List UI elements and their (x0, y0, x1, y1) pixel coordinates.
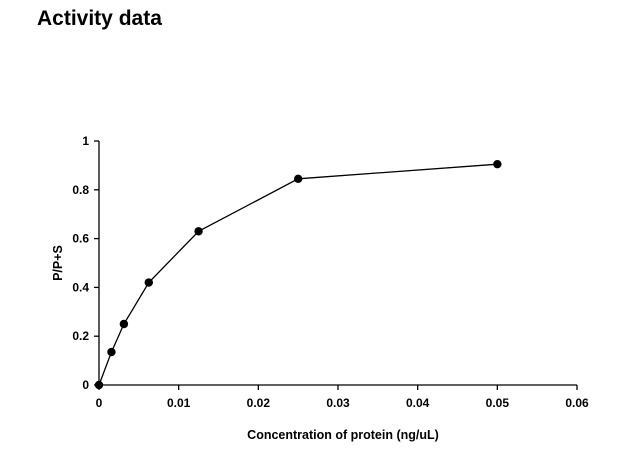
y-tick-label: 0 (82, 378, 89, 392)
x-tick-label: 0.05 (486, 396, 510, 410)
data-point (119, 319, 129, 329)
x-tick-label: 0 (96, 396, 103, 410)
x-tick-label: 0.06 (565, 396, 589, 410)
data-point (144, 278, 153, 287)
x-tick-label: 0.02 (247, 396, 271, 410)
y-tick-label: 0.2 (72, 329, 89, 343)
x-tick-label: 0.03 (326, 396, 350, 410)
y-tick-label: 0.4 (72, 280, 89, 294)
x-axis: 0 0.01 0.02 0.03 0.04 0.05 0.06 (96, 384, 589, 410)
series-layer (94, 159, 502, 390)
x-tick-label: 0.04 (406, 396, 430, 410)
page-title: Activity data (37, 7, 162, 30)
data-point (94, 380, 104, 390)
y-tick-label: 0.8 (72, 183, 89, 197)
y-axis: 0 0.2 0.4 0.6 0.8 1 (72, 134, 100, 392)
series-line (98, 163, 498, 386)
data-point (107, 347, 116, 357)
y-axis-label: P/P+S (51, 245, 65, 281)
y-tick-label: 0.6 (72, 232, 89, 246)
data-point (194, 227, 203, 236)
y-tick-label: 1 (82, 134, 89, 148)
data-point (493, 159, 502, 169)
data-point (293, 174, 303, 184)
x-tick-label: 0.01 (167, 396, 191, 410)
x-axis-label: Concentration of protein (ng/uL) (247, 428, 439, 442)
